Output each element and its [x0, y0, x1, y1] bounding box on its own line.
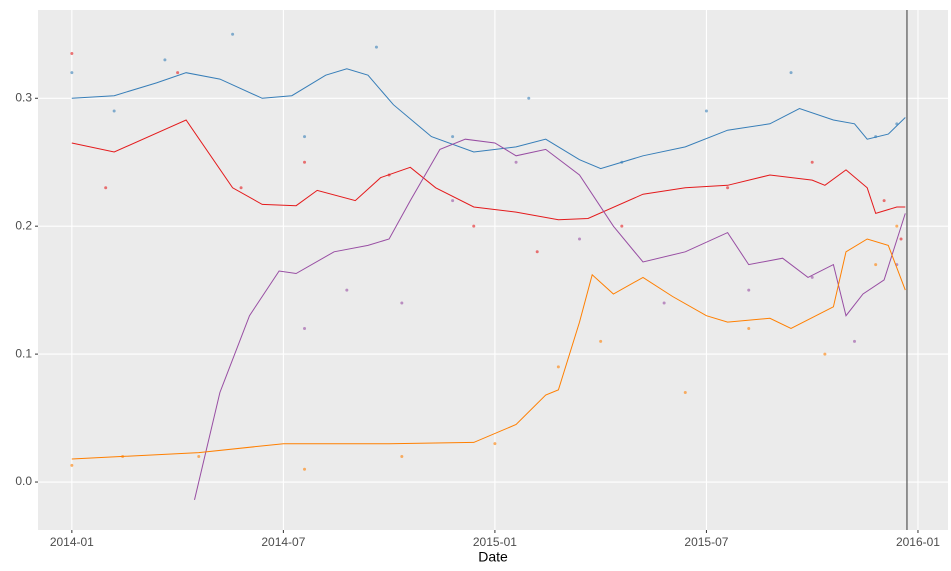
trend-line: [71, 68, 906, 170]
point: [303, 135, 307, 139]
point: [853, 339, 857, 343]
point: [70, 51, 74, 55]
x-tick-label: 2015-07: [684, 535, 728, 549]
point: [556, 365, 560, 369]
point: [514, 160, 518, 164]
point: [70, 463, 74, 467]
trend-line: [71, 119, 906, 221]
point: [112, 109, 116, 113]
point: [239, 186, 243, 190]
trend-line: [194, 138, 906, 501]
point: [303, 467, 307, 471]
y-tick-label: 0.2: [15, 218, 32, 232]
point: [303, 327, 307, 331]
point: [527, 96, 531, 100]
point: [535, 250, 539, 254]
point: [789, 71, 793, 75]
trend-line: [71, 238, 906, 460]
point: [747, 288, 751, 292]
point: [726, 186, 730, 190]
y-tick-label: 0.0: [15, 474, 32, 488]
point: [451, 199, 455, 203]
x-tick-label: 2014-07: [261, 535, 305, 549]
point: [899, 237, 903, 241]
point: [882, 199, 886, 203]
point: [704, 109, 708, 113]
point: [374, 45, 378, 49]
point: [472, 224, 476, 228]
x-tick-label: 2015-01: [473, 535, 517, 549]
point: [104, 186, 108, 190]
point: [197, 454, 201, 458]
x-axis-title: Date: [478, 549, 508, 565]
point: [493, 442, 497, 446]
y-tick-label: 0.3: [15, 90, 32, 104]
y-tick-label: 0.1: [15, 346, 32, 360]
point: [599, 339, 603, 343]
point: [163, 58, 167, 62]
point: [810, 275, 814, 279]
point: [231, 32, 235, 36]
point: [823, 352, 827, 356]
x-tick-label: 2016-01: [896, 535, 940, 549]
point: [810, 160, 814, 164]
x-tick-label: 2014-01: [50, 535, 94, 549]
point: [303, 160, 307, 164]
point: [620, 224, 624, 228]
point: [747, 327, 751, 331]
point: [895, 224, 899, 228]
point: [451, 135, 455, 139]
point: [345, 288, 349, 292]
point: [662, 301, 666, 305]
point: [683, 390, 687, 394]
point: [70, 71, 74, 75]
panel: [38, 10, 948, 530]
point: [176, 71, 180, 75]
point: [400, 301, 404, 305]
point: [400, 454, 404, 458]
point: [578, 237, 582, 241]
point: [874, 263, 878, 267]
